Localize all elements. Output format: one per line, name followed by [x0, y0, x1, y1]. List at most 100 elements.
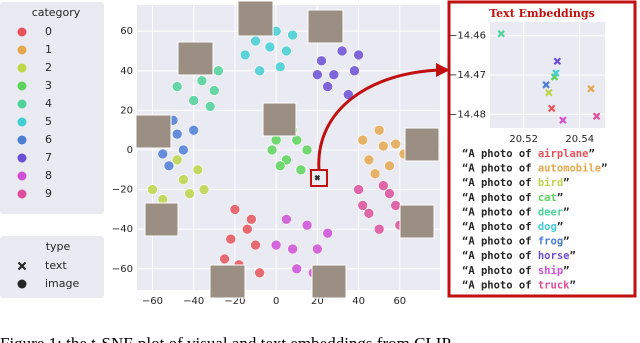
caption-suffix: ” [563, 206, 569, 218]
legend-label: 2 [45, 61, 52, 74]
caption-prefix: “A photo of [462, 236, 538, 248]
image-point [188, 124, 199, 136]
image-point [196, 75, 208, 86]
image-point [363, 208, 375, 219]
text-embedding-stroke [592, 112, 601, 120]
legend-marker [17, 153, 27, 163]
image-point [270, 239, 282, 251]
image-point [322, 227, 333, 239]
image-point [229, 204, 241, 215]
image-point [171, 128, 183, 140]
image-point [328, 69, 340, 81]
image-point [270, 134, 282, 146]
image-point [301, 144, 313, 156]
x-tick-label: −40 [183, 296, 204, 307]
x-tick-label: 20 [311, 296, 324, 307]
image-point [178, 144, 189, 156]
caption-suffix: ” [557, 221, 563, 233]
legend-marker-stroke [17, 261, 27, 271]
legend-label: 1 [45, 43, 52, 56]
legend-marker [17, 189, 27, 199]
image-point [246, 213, 257, 225]
y-tick-label: −40 [112, 224, 133, 235]
legend-marker [17, 99, 27, 109]
y-tick-label: −14.48 [449, 109, 486, 120]
arrow-head [436, 63, 450, 77]
text-embedding [547, 104, 556, 113]
image-point [225, 233, 237, 245]
caption-suffix: ” [588, 148, 594, 160]
image-point [198, 184, 210, 195]
y-tick-label: 20 [120, 105, 133, 116]
image-point [384, 188, 395, 199]
legend-label: 8 [45, 169, 52, 182]
caption-word: airplane [538, 148, 589, 160]
image-point [192, 164, 204, 176]
caption-word: ship [538, 265, 563, 277]
image-point [254, 65, 265, 77]
image-point [157, 148, 169, 160]
caption-word: frog [538, 236, 563, 248]
caption: “A photo of ship” [462, 265, 569, 277]
legend-label: 6 [45, 133, 52, 146]
caption: “A photo of frog” [462, 236, 569, 248]
caption-suffix: ” [557, 192, 563, 204]
y-tick-label: 0 [127, 145, 133, 156]
image-point [188, 95, 199, 106]
image-point [213, 65, 224, 77]
image-point [147, 184, 158, 195]
y-tick-label: −14.47 [449, 70, 486, 81]
x-tick-label: −20 [224, 296, 245, 307]
caption-suffix: ” [601, 163, 607, 175]
legend-marker [17, 117, 27, 127]
image-point [336, 45, 348, 57]
text-embedding-stroke [559, 116, 567, 124]
text-embedding-stroke [497, 29, 505, 38]
x-tick-label: −60 [142, 296, 163, 307]
caption: “A photo of bird” [462, 177, 569, 189]
text-point-stroke [314, 174, 321, 181]
legend-label: 9 [45, 187, 52, 200]
image-point [274, 61, 286, 73]
image-point [378, 180, 389, 191]
legend-marker [17, 81, 27, 91]
image-point [264, 41, 276, 53]
image-point [204, 101, 216, 112]
x-tick-label: 40 [352, 296, 365, 307]
image-point [250, 239, 261, 251]
image-point [363, 154, 375, 166]
caption: “A photo of horse” [462, 250, 576, 262]
legend-marker [17, 261, 27, 271]
legend-marker [17, 27, 27, 37]
legend-marker [17, 63, 27, 73]
image-point [353, 49, 364, 61]
caption-prefix: “A photo of [462, 177, 538, 189]
image-point [295, 164, 307, 176]
image-point [301, 219, 313, 231]
y-tick-label: 40 [120, 66, 133, 77]
caption-prefix: “A photo of [462, 206, 538, 218]
legend-marker [17, 171, 27, 181]
image-point [373, 124, 385, 136]
legend-marker [17, 279, 27, 289]
image-point [281, 45, 292, 57]
caption: “A photo of cat” [462, 192, 563, 204]
text-embedding [553, 57, 562, 66]
caption-word: automobile [538, 163, 601, 175]
image-point [369, 168, 381, 180]
image-point [357, 134, 369, 146]
text-embedding-stroke [547, 104, 556, 113]
type-legend-label: image [45, 277, 79, 290]
caption: “A photo of automobile” [462, 163, 607, 175]
legend-marker [17, 135, 27, 145]
image-point [266, 144, 278, 156]
caption: “A photo of airplane” [462, 148, 595, 160]
y-tick-label: 60 [120, 26, 133, 37]
legend-label: 4 [45, 97, 52, 110]
image-point [287, 243, 298, 255]
text-embedding-stroke [553, 57, 562, 66]
image-point [390, 138, 401, 150]
x-tick-label: 0 [273, 296, 279, 307]
text-embedding [552, 69, 560, 77]
image-point [312, 69, 323, 81]
